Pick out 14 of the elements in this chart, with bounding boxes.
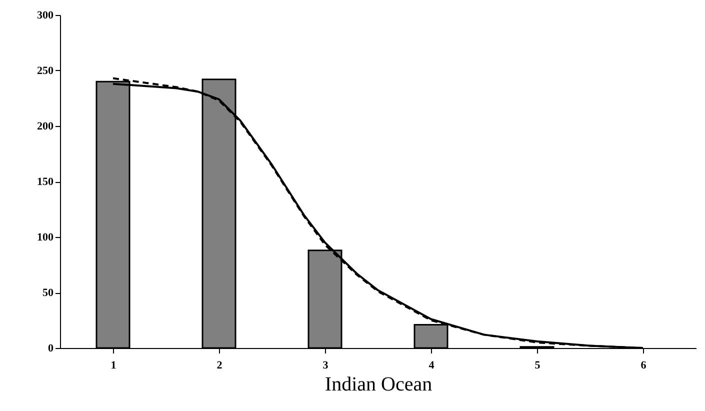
y-tick-label: 100 bbox=[37, 232, 54, 244]
y-tick-label: 250 bbox=[37, 65, 54, 77]
y-tick-label: 0 bbox=[48, 342, 54, 354]
y-tick-label: 300 bbox=[37, 10, 54, 22]
x-tick-label: 4 bbox=[428, 360, 435, 372]
x-tick-label: 6 bbox=[640, 360, 647, 372]
y-tick-label: 150 bbox=[37, 176, 54, 188]
y-tick-label: 200 bbox=[37, 120, 54, 132]
x-tick-label: 3 bbox=[322, 360, 329, 372]
x-axis-title: Indian Ocean bbox=[324, 374, 432, 396]
x-tick-label: 2 bbox=[216, 360, 223, 372]
y-tick-label: 50 bbox=[42, 287, 54, 299]
x-tick-label: 1 bbox=[110, 360, 116, 372]
x-tick-label: 5 bbox=[534, 360, 541, 372]
